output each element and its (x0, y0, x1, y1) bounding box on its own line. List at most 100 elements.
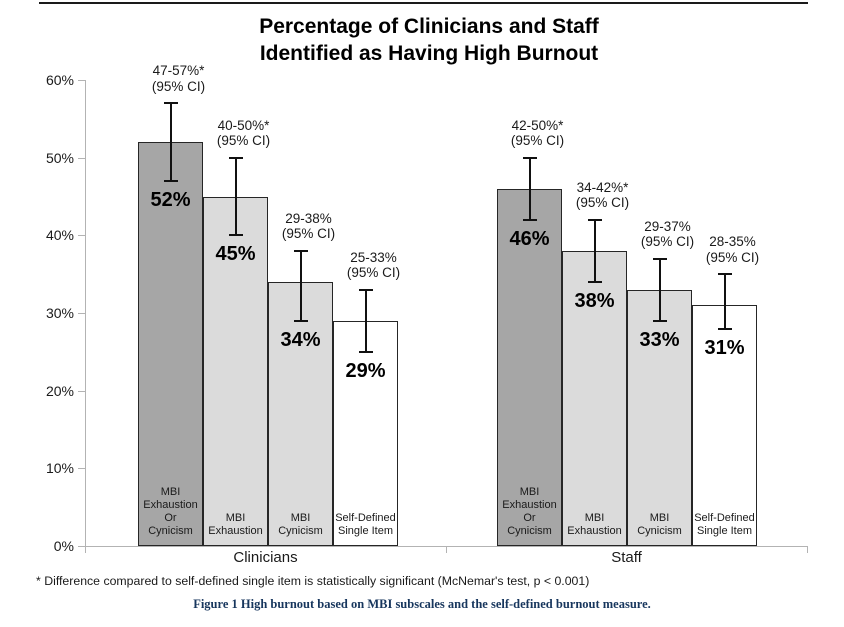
bar (497, 188, 562, 546)
bar-category-label-line: Cynicism (148, 525, 193, 537)
bar-category-label: MBI Cynicism (622, 512, 697, 538)
y-tick (78, 546, 85, 547)
bar-category-label-line: MBI (584, 512, 605, 524)
bar (138, 142, 203, 546)
error-bar-cap (717, 327, 732, 330)
y-axis-line (85, 80, 86, 546)
ci-range-label: 29-37% (644, 218, 691, 234)
y-tick-label: 10% (45, 460, 74, 477)
error-bar-cap (522, 218, 537, 221)
error-bar-cap (163, 102, 178, 105)
ci-range-label: 25-33% (350, 249, 397, 265)
ci-note-label: (95% CI) (705, 249, 760, 265)
y-tick (78, 313, 85, 314)
bar-category-label-line: Cynicism (507, 525, 552, 537)
bar-value-label: 34% (280, 328, 321, 351)
y-tick (78, 390, 85, 392)
error-bar-cap (358, 288, 373, 291)
error-bar-cap (163, 179, 178, 182)
ci-annotation: 25-33% (95% CI) (319, 250, 429, 281)
ci-annotation: 42-50%* (95% CI) (483, 118, 593, 149)
bar-value-label: 33% (639, 328, 680, 351)
error-bar-cap (717, 273, 732, 276)
ci-annotation: 40-50%* (95% CI) (189, 118, 299, 149)
error-bar-cap (293, 249, 308, 252)
ci-range-label: 29-38% (285, 210, 332, 226)
y-tick-label: 20% (45, 382, 74, 399)
bar-category-label: MBI Exhaustion (198, 512, 273, 538)
bar-category-label: Self-Defined Single Item (328, 512, 403, 538)
error-bar-cap (587, 218, 602, 221)
bar-category-label-line: Exhaustion (208, 525, 263, 537)
bar-category-label-line: Single Item (696, 525, 753, 537)
ci-range-label: 28-35% (709, 234, 756, 250)
error-bar-line (169, 103, 172, 181)
group-label: Clinicians (233, 549, 298, 566)
ci-range-label: 34-42%* (576, 179, 629, 195)
bar-value-label: 46% (509, 227, 550, 250)
y-tick-label: 30% (45, 305, 74, 321)
y-tick-label: 60% (45, 72, 74, 88)
footnote: * Difference compared to self-defined si… (36, 574, 590, 588)
ci-annotation: 34-42%* (95% CI) (548, 180, 658, 211)
bar-category-label: Self-Defined Single Item (687, 512, 762, 538)
error-bar-line (723, 274, 726, 329)
bar-category-label-line: MBI (160, 486, 181, 498)
ci-note-label: (95% CI) (346, 265, 401, 281)
error-bar-cap (652, 319, 667, 322)
error-bar-cap (587, 280, 602, 283)
group-label: Staff (611, 549, 642, 566)
ci-annotation: 47-57%* (95% CI) (124, 63, 234, 94)
bar-category-label-line: Single Item (337, 525, 394, 537)
ci-note-label: (95% CI) (281, 226, 336, 242)
error-bar-line (528, 157, 531, 220)
bar-category-label-line: Or (523, 512, 536, 524)
bar-category-label: MBI Cynicism (263, 512, 338, 538)
chart-title: Percentage of Clinicians and Staff Ident… (29, 13, 829, 67)
error-bar-cap (522, 156, 537, 159)
y-tick (78, 468, 85, 470)
ci-range-label: 47-57%* (152, 63, 205, 79)
bar-value-label: 45% (215, 243, 256, 266)
bar (627, 289, 692, 546)
y-tick (78, 235, 85, 237)
ci-annotation: 29-38% (95% CI) (254, 211, 364, 242)
bar-category-label-line: Self-Defined (694, 512, 755, 524)
error-bar-cap (293, 319, 308, 322)
bar (562, 250, 627, 546)
ci-note-label: (95% CI) (510, 133, 565, 149)
bar-category-label-line: Self-Defined (335, 512, 396, 524)
y-tick-label: 50% (45, 149, 74, 166)
error-bar-line (593, 219, 596, 282)
bar (268, 281, 333, 546)
bar-category-label-line: MBI (225, 512, 246, 524)
bar-category-label-line: Exhaustion (502, 499, 557, 511)
axis-end-tick (85, 546, 86, 553)
y-tick-label: 40% (45, 227, 74, 244)
error-bar-cap (652, 257, 667, 260)
bar-category-label-line: MBI (519, 486, 540, 498)
error-bar-line (299, 250, 302, 321)
bar-category-label-line: Exhaustion (567, 525, 622, 537)
bar-category-label: MBI Exhaustion Or Cynicism (133, 486, 208, 538)
ci-note-label: (95% CI) (151, 78, 206, 94)
top-rule (39, 2, 808, 4)
error-bar-line (364, 289, 367, 352)
figure-caption: Figure 1 High burnout based on MBI subsc… (193, 597, 651, 611)
error-bar-cap (228, 156, 243, 159)
error-bar-cap (228, 234, 243, 237)
bar-category-label-line: Cynicism (278, 525, 323, 537)
axis-end-tick (807, 546, 808, 553)
bar-category-label-line: Or (164, 512, 177, 524)
title-line-2: Identified as Having High Burnout (259, 42, 599, 65)
error-bar-line (658, 258, 661, 321)
axis-end-tick (446, 546, 447, 553)
y-tick-label: 0% (53, 538, 74, 554)
ci-note-label: (95% CI) (575, 195, 630, 211)
bar-value-label: 31% (704, 336, 745, 359)
bar-category-label-line: Exhaustion (143, 499, 198, 511)
bar (203, 196, 268, 546)
bar-category-label-line: MBI (649, 512, 670, 524)
ci-range-label: 42-50%* (511, 117, 564, 133)
y-tick (78, 80, 85, 81)
